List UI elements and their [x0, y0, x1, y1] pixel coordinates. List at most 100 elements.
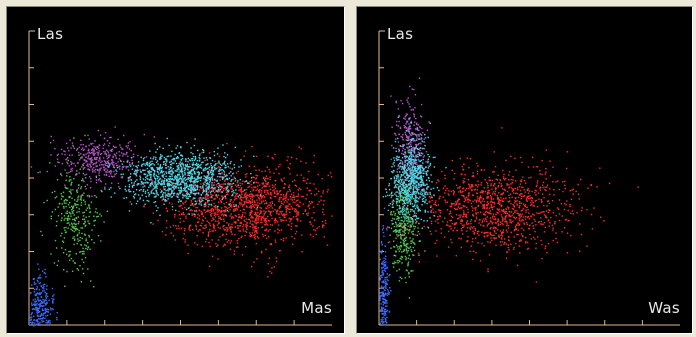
scatter-point	[388, 275, 390, 277]
scatter-point	[150, 177, 152, 179]
scatter-point	[250, 206, 252, 208]
scatter-point	[519, 180, 522, 182]
scatter-point	[199, 158, 201, 160]
scatter-point	[43, 288, 45, 290]
scatter-point	[43, 201, 45, 204]
scatter-point	[157, 181, 159, 183]
scatter-point	[68, 171, 70, 174]
scatter-point	[136, 184, 138, 186]
scatter-point	[296, 195, 298, 198]
scatter-point	[215, 184, 218, 186]
scatter-point	[254, 204, 256, 206]
scatter-point	[197, 177, 200, 180]
scatter-point	[70, 213, 72, 215]
scatter-point	[283, 219, 285, 222]
scatter-point	[147, 164, 149, 166]
scatter-point	[516, 192, 518, 195]
scatter-point	[94, 158, 96, 160]
scatter-point	[487, 196, 489, 198]
scatter-point	[56, 154, 59, 156]
scatter-point	[44, 317, 46, 320]
scatter-point	[285, 197, 287, 199]
scatter-point	[150, 192, 152, 194]
scatter-point	[435, 230, 437, 232]
scatter-point	[207, 234, 209, 236]
scatter-point	[223, 187, 225, 190]
scatter-point	[408, 229, 410, 231]
scatter-point	[331, 215, 333, 217]
scatter-point	[180, 146, 182, 149]
scatter-point	[500, 197, 502, 199]
scatter-point	[285, 211, 287, 213]
scatter-point	[257, 215, 259, 217]
scatter-point	[558, 188, 560, 191]
scatter-point	[215, 163, 217, 165]
scatter-point	[57, 260, 60, 262]
scatter-point	[248, 185, 251, 187]
scatter-point	[546, 205, 548, 207]
scatter-point	[88, 138, 90, 140]
scatter-point	[139, 198, 141, 200]
scatter-point	[196, 206, 199, 209]
scatter-point	[227, 189, 229, 192]
scatter-point	[200, 172, 203, 174]
scatter-point	[509, 221, 511, 223]
scatter-point	[115, 172, 118, 175]
scatter-point	[151, 182, 153, 184]
scatter-point	[420, 115, 422, 117]
scatter-point	[78, 154, 80, 156]
scatter-point	[237, 227, 239, 229]
scatter-point	[193, 181, 195, 184]
scatter-point	[198, 229, 201, 231]
scatter-point	[397, 219, 400, 222]
scatter-point	[120, 176, 123, 178]
scatter-point	[62, 240, 64, 242]
scatter-point	[412, 241, 414, 244]
scatter-point	[41, 314, 43, 316]
scatter-point	[213, 181, 215, 184]
scatter-point	[599, 167, 601, 169]
scatter-point	[265, 202, 268, 205]
scatter-point	[57, 215, 60, 217]
scatter-point	[217, 170, 220, 172]
scatter-point	[171, 196, 173, 198]
scatter-point	[280, 213, 283, 215]
scatter-point	[93, 150, 96, 152]
scatter-point	[54, 190, 56, 193]
scatter-point	[422, 153, 424, 155]
scatter-point	[72, 144, 74, 147]
scatter-point	[81, 227, 84, 229]
scatter-point	[398, 200, 400, 202]
scatter-point	[170, 160, 172, 163]
scatter-point	[402, 242, 405, 244]
scatter-point	[490, 226, 492, 229]
scatter-point	[410, 249, 412, 251]
scatter-point	[182, 171, 184, 173]
scatter-point	[116, 152, 118, 154]
scatter-point	[388, 310, 391, 312]
scatter-point	[470, 226, 472, 228]
scatter-point	[231, 206, 233, 208]
scatter-point	[112, 155, 114, 158]
scatter-point	[386, 283, 388, 286]
scatter-point	[141, 181, 143, 184]
scatter-point	[179, 161, 181, 163]
scatter-point	[543, 214, 546, 216]
scatter-point	[174, 177, 176, 179]
scatter-point	[208, 176, 211, 179]
scatter-point	[112, 166, 115, 168]
scatter-point	[190, 209, 192, 211]
scatter-point	[84, 233, 86, 235]
scatter-point	[390, 290, 392, 292]
scatter-point	[233, 221, 235, 223]
scatter-point	[501, 231, 503, 234]
scatter-point	[413, 124, 415, 126]
scatter-point	[178, 167, 180, 170]
scatter-point	[145, 162, 147, 165]
scatter-point	[127, 142, 130, 144]
scatter-point	[297, 189, 299, 191]
scatter-point	[438, 198, 441, 200]
scatter-point	[39, 305, 41, 307]
scatter-point	[455, 203, 458, 205]
scatter-point	[227, 190, 229, 193]
